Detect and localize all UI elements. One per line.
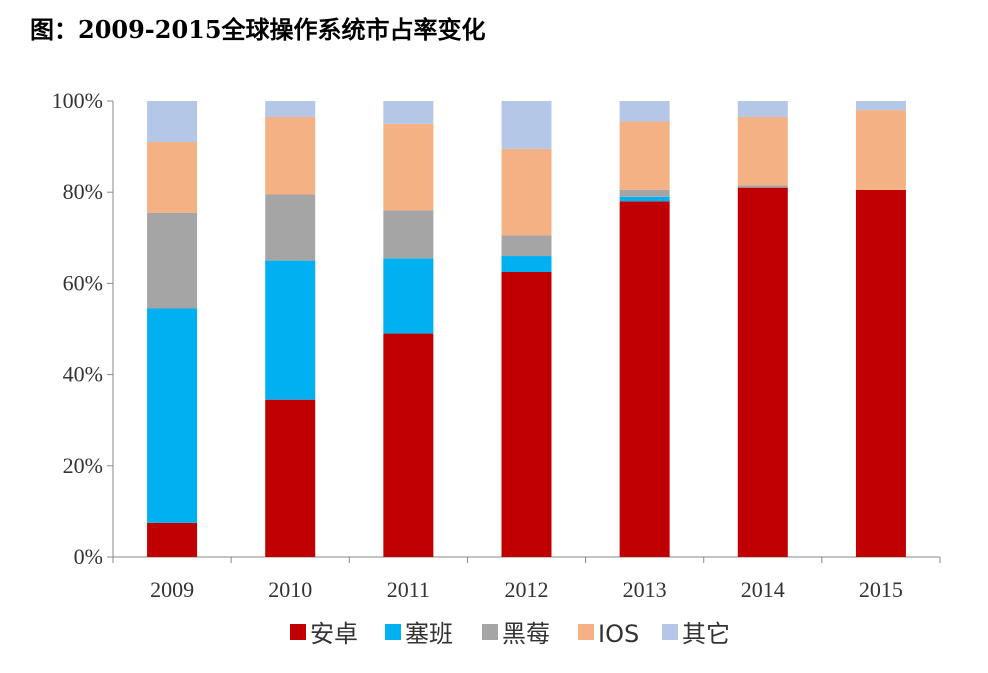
legend-label: 塞班: [405, 620, 453, 648]
bar-segment: [619, 101, 670, 122]
y-tick-label: 100%: [52, 88, 103, 113]
x-tick-label: 2012: [505, 577, 549, 602]
bar-segment: [619, 201, 670, 557]
legend-label: 黑莓: [502, 620, 550, 648]
y-tick-label: 60%: [63, 270, 103, 295]
bar-segment: [147, 142, 198, 213]
bar-segment: [737, 116, 788, 186]
bar-segment: [265, 260, 316, 400]
bar-segment: [147, 522, 198, 557]
legend-swatch: [662, 624, 678, 640]
bar-segment: [383, 333, 434, 557]
bar-segment: [619, 196, 670, 202]
bar-segment: [383, 210, 434, 259]
x-tick-label: 2013: [623, 577, 667, 602]
labels-layer: 0% 20% 40% 60% 80% 100% 2009 2010 2011 2012 2013 20…: [52, 88, 903, 602]
legend-swatch: [482, 624, 498, 640]
bar-segment: [501, 101, 552, 149]
x-tick-label: 2011: [387, 577, 430, 602]
bar-segment: [265, 399, 316, 557]
bar-segment: [501, 235, 552, 257]
bar-segment: [501, 256, 552, 272]
bar-segment: [855, 110, 906, 190]
bar-segment: [501, 148, 552, 236]
legend: 安卓 塞班 黑莓 IOS 其它: [290, 620, 730, 648]
bar-segment: [147, 101, 198, 143]
bar-segment: [265, 101, 316, 117]
bar-segment: [147, 308, 198, 523]
legend-label: 其它: [682, 620, 730, 648]
bars-layer: [147, 101, 906, 558]
bar-segment: [147, 212, 198, 309]
bar-segment: [737, 187, 788, 557]
legend-swatch: [290, 624, 306, 640]
bar-segment: [855, 101, 906, 111]
bar-segment: [737, 185, 788, 188]
y-tick-label: 80%: [63, 179, 103, 204]
bar-segment: [265, 194, 316, 261]
x-tick-label: 2014: [741, 577, 785, 602]
bar-segment: [383, 123, 434, 211]
bar-segment: [501, 272, 552, 557]
legend-label: IOS: [598, 620, 639, 648]
x-tick-label: 2009: [150, 577, 194, 602]
y-tick-label: 0%: [74, 544, 103, 569]
legend-swatch: [578, 624, 594, 640]
bar-segment: [619, 189, 670, 197]
bar-segment: [737, 101, 788, 117]
bar-segment: [619, 121, 670, 190]
x-tick-label: 2015: [859, 577, 903, 602]
chart-title: 图：2009-2015全球操作系统市占率变化: [30, 15, 486, 44]
bar-segment: [855, 189, 906, 558]
bar-segment: [383, 101, 434, 124]
legend-swatch: [385, 624, 401, 640]
y-tick-label: 20%: [63, 453, 103, 478]
x-tick-label: 2010: [268, 577, 312, 602]
legend-label: 安卓: [310, 620, 358, 648]
bar-segment: [265, 116, 316, 195]
y-tick-label: 40%: [63, 362, 103, 387]
bar-segment: [383, 258, 434, 334]
